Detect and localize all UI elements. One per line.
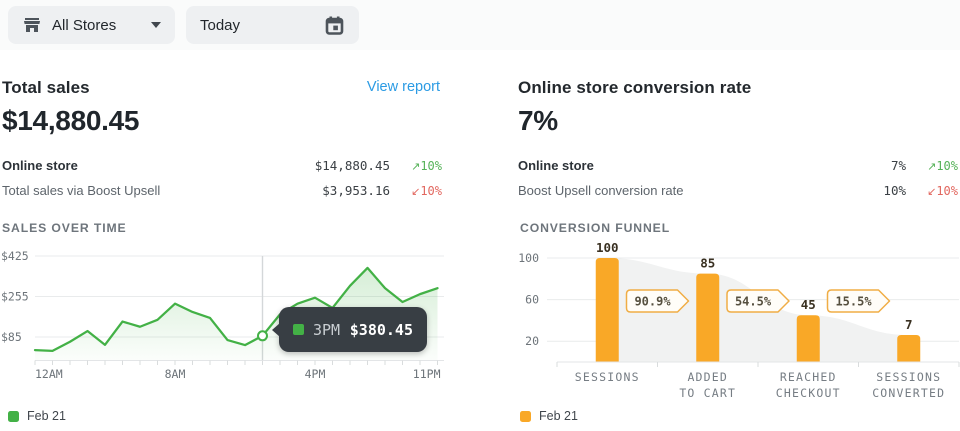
view-report-link[interactable]: View report: [366, 79, 440, 95]
calendar-icon: [325, 16, 344, 35]
chevron-down-icon: [151, 22, 161, 28]
date-selector-label: Today: [200, 16, 241, 34]
svg-text:100: 100: [596, 240, 619, 255]
svg-text:$255: $255: [1, 290, 29, 304]
conversion-panel-header: Online store conversion rate: [518, 78, 956, 98]
svg-text:90.9%: 90.9%: [634, 295, 671, 309]
metric-row: Boost Upsell conversion rate 10% ↙10%: [518, 178, 958, 203]
svg-text:TO CART: TO CART: [679, 386, 736, 400]
total-sales-value: $14,880.45: [2, 105, 140, 136]
sales-chart-title: SALES OVER TIME: [2, 221, 127, 235]
trend-up-icon: ↗: [927, 159, 937, 173]
filter-bar: All Stores Today: [0, 0, 960, 50]
svg-text:SESSIONS: SESSIONS: [575, 370, 640, 384]
trend-down-icon: ↙: [411, 184, 421, 198]
conversion-metric-rows: Online store 7% ↗10% Boost Upsell conver…: [518, 153, 958, 203]
trend-down-icon: ↙: [927, 184, 937, 198]
trend-up-icon: ↗: [411, 159, 421, 173]
conversion-funnel-chart[interactable]: 100 60 20 100 85 45 7 90.9% 54.5% 15.5% SESSIONS AD…: [515, 240, 960, 400]
svg-text:12AM: 12AM: [35, 367, 63, 381]
change-indicator: ↙10%: [927, 183, 958, 198]
svg-text:$425: $425: [1, 250, 29, 263]
svg-text:100: 100: [518, 251, 539, 265]
sales-panel-title: Total sales: [2, 78, 90, 97]
change-indicator: ↗10%: [411, 158, 442, 173]
tooltip-time-label: 3PM: [313, 320, 341, 339]
legend-swatch-orange: [520, 410, 531, 422]
svg-text:85: 85: [700, 256, 715, 271]
svg-text:45: 45: [801, 297, 816, 312]
svg-text:15.5%: 15.5%: [835, 295, 872, 309]
tooltip-series-swatch: [293, 324, 304, 335]
store-selector-label: All Stores: [52, 16, 117, 34]
tooltip-value: $380.45: [349, 320, 413, 339]
svg-text:11PM: 11PM: [413, 367, 441, 381]
metric-row: Online store 7% ↗10%: [518, 153, 958, 178]
metric-value: 7%: [890, 158, 906, 173]
metric-label: Online store: [2, 158, 78, 173]
svg-text:54.5%: 54.5%: [735, 295, 772, 309]
svg-text:SESSIONS: SESSIONS: [876, 370, 941, 384]
svg-text:20: 20: [525, 334, 539, 348]
sales-legend: Feb 21: [8, 409, 66, 423]
funnel-legend: Feb 21: [520, 409, 578, 423]
tooltip-arrow: [272, 322, 280, 337]
change-indicator: ↗10%: [927, 158, 958, 173]
metric-row: Online store $14,880.45 ↗10%: [2, 153, 442, 178]
date-selector-button[interactable]: Today: [186, 6, 359, 44]
svg-text:ADDED: ADDED: [687, 370, 728, 384]
funnel-bar-chart-svg: 100 60 20 100 85 45 7 90.9% 54.5% 15.5% SESSIONS AD…: [518, 240, 960, 400]
conversion-panel-title: Online store conversion rate: [518, 78, 752, 97]
svg-text:CHECKOUT: CHECKOUT: [776, 386, 841, 400]
store-selector-button[interactable]: All Stores: [8, 6, 175, 44]
metric-label: Boost Upsell conversion rate: [518, 183, 684, 198]
chart-tooltip: 3PM $380.45: [272, 307, 427, 352]
svg-text:7: 7: [905, 317, 913, 332]
metric-value: $3,953.16: [322, 183, 390, 198]
store-icon: [24, 18, 40, 32]
funnel-chart-title: CONVERSION FUNNEL: [520, 221, 671, 235]
legend-label: Feb 21: [539, 409, 578, 423]
svg-text:$85: $85: [1, 330, 22, 344]
svg-text:60: 60: [525, 293, 539, 307]
svg-text:4PM: 4PM: [305, 367, 326, 381]
sales-over-time-chart[interactable]: $425 $255 $85 12AM 8AM 4PM 11PM 3PM $380.45: [0, 249, 450, 385]
change-indicator: ↙10%: [411, 183, 442, 198]
sales-metric-rows: Online store $14,880.45 ↗10% Total sales…: [2, 153, 442, 203]
svg-text:8AM: 8AM: [165, 367, 186, 381]
metric-label: Total sales via Boost Upsell: [2, 183, 161, 198]
sales-panel-header: Total sales View report: [2, 78, 440, 98]
legend-swatch-green: [8, 410, 19, 422]
svg-text:REACHED: REACHED: [780, 370, 837, 384]
conversion-rate-value: 7%: [518, 105, 558, 136]
svg-text:CONVERTED: CONVERTED: [872, 386, 945, 400]
metric-value: 10%: [883, 183, 906, 198]
metric-label: Online store: [518, 158, 594, 173]
metric-value: $14,880.45: [314, 158, 390, 173]
metric-row: Total sales via Boost Upsell $3,953.16 ↙…: [2, 178, 442, 203]
legend-label: Feb 21: [27, 409, 66, 423]
